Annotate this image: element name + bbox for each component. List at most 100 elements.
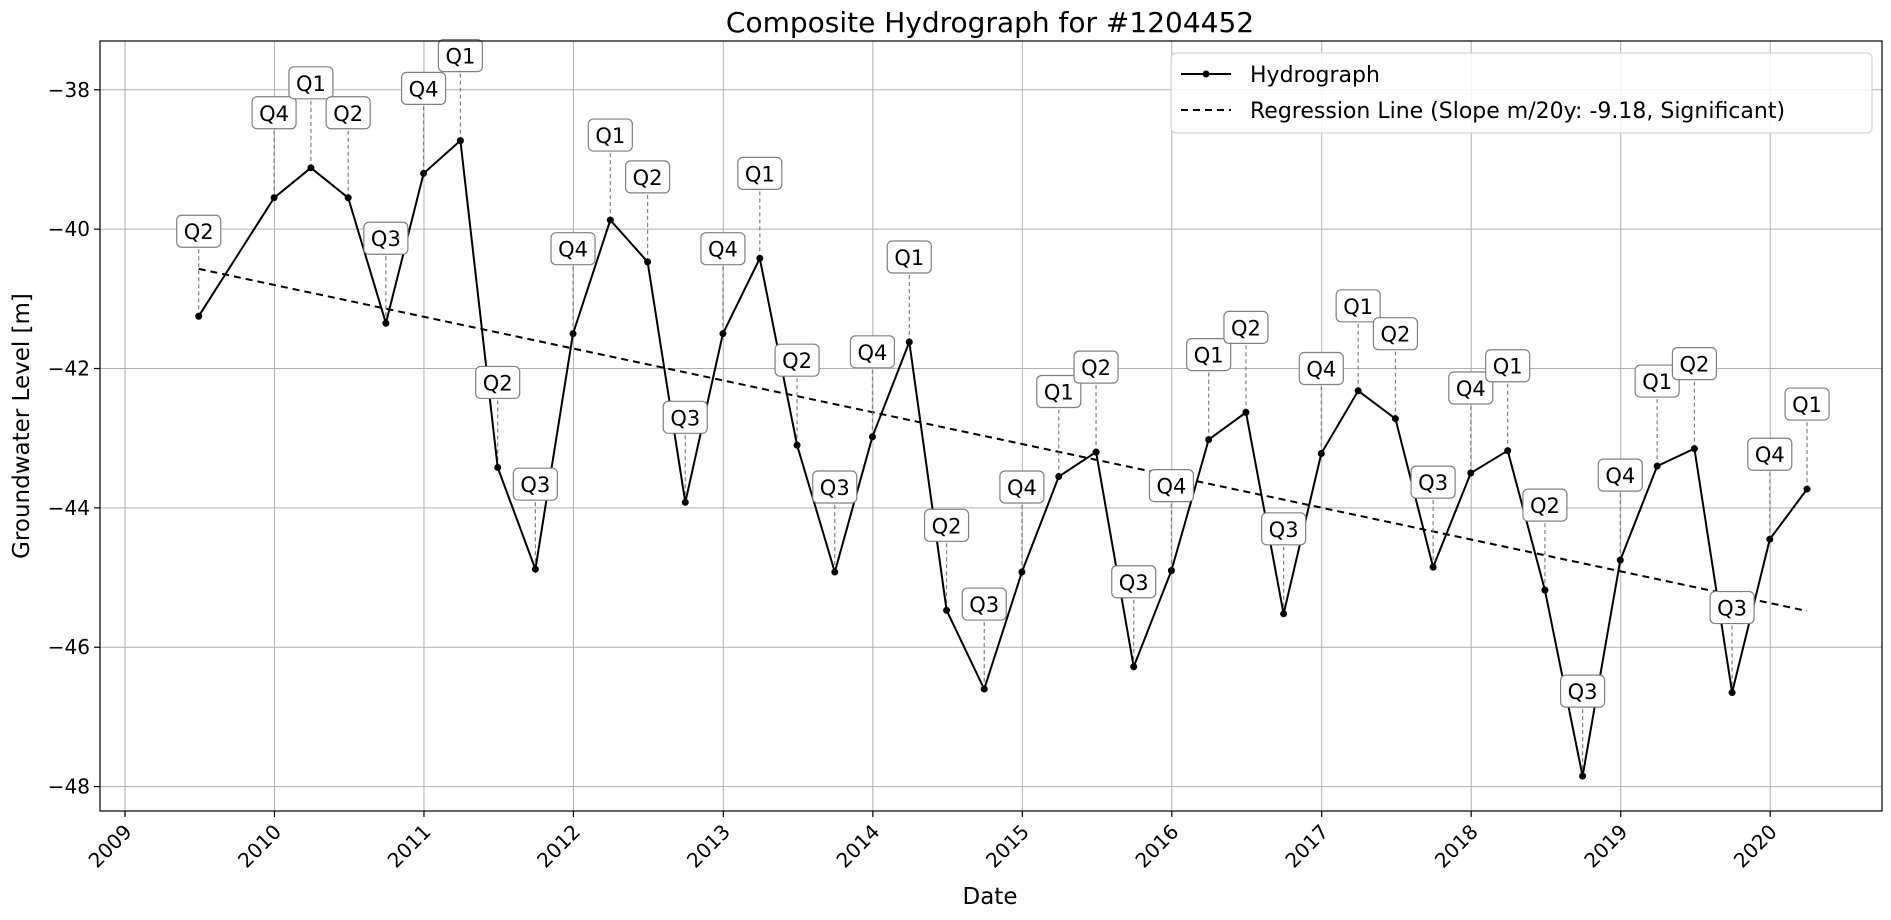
quarter-label: Q2 [184,220,214,244]
data-point [943,606,951,614]
quarter-label: Q4 [1007,476,1037,500]
data-point [1766,535,1774,543]
legend-hydrograph-marker [1202,70,1210,78]
data-point [1803,485,1811,493]
data-point [1579,772,1587,780]
quarter-label: Q3 [1119,571,1149,595]
quarter-label-box [437,39,484,73]
quarter-label-box [1634,364,1680,398]
data-point [531,565,539,573]
quarter-label-box [251,96,297,130]
legend-hydrograph-label: Hydrograph [1250,63,1380,88]
data-point [1541,586,1549,594]
quarter-label: Q2 [1231,316,1261,340]
quarter-label: Q4 [558,238,588,262]
quarter-label: Q4 [1605,464,1635,488]
y-tick-label: −38 [48,78,90,102]
quarter-label-box [176,214,222,248]
quarter-label-box [1597,458,1643,492]
data-point [1728,689,1736,697]
quarter-label-box [1148,468,1195,503]
data-point [1167,567,1175,575]
quarter-label: Q1 [1493,355,1523,379]
data-point [1391,415,1399,423]
data-point [344,194,352,202]
quarter-label-box [587,118,633,152]
quarter-label: Q4 [1306,358,1336,382]
plot-frame [99,40,1883,812]
quarter-stems [198,72,1808,777]
quarter-label-box [1709,590,1755,625]
quarter-label-box [1784,387,1830,421]
quarter-label-box [512,467,558,501]
data-point [1317,450,1325,458]
legend-box [1170,52,1873,134]
data-point [868,433,876,441]
data-point [307,164,315,172]
quarter-label-box [325,96,371,130]
quarter-label-box [1073,350,1119,384]
quarter-label: Q3 [1418,471,1448,495]
quarter-label: Q1 [296,72,326,96]
quarter-label-box [700,232,746,266]
chart-title: Composite Hydrograph for #1204452 [726,6,1254,39]
data-point [1653,462,1661,470]
data-point [1092,448,1100,456]
quarter-label: Q1 [894,246,924,270]
data-point [420,169,428,177]
data-point [1467,469,1475,477]
quarter-label: Q1 [1792,393,1822,417]
legend-regression-label: Regression Line (Slope m/20y: -9.18, Sig… [1250,99,1785,124]
quarter-label-box [1298,351,1344,386]
y-tick-label: −42 [48,357,90,381]
x-axis-title: Date [963,884,1018,910]
quarter-label: Q2 [782,349,812,373]
data-point [793,441,801,449]
data-point [1280,610,1288,618]
data-point [831,568,839,576]
quarter-label: Q4 [1156,475,1186,499]
data-point [1429,563,1437,571]
quarter-label: Q3 [820,476,850,500]
quarter-label: Q2 [1679,353,1709,377]
y-tick-label: −40 [48,217,90,241]
data-point [606,216,614,224]
data-point [644,258,652,266]
quarter-label: Q2 [333,102,363,126]
data-point [382,319,390,327]
quarter-label-box [624,160,671,194]
quarter-label-box [923,508,970,542]
quarter-label-box [1261,512,1307,546]
quarter-label: Q2 [633,166,663,190]
quarter-labels: Q2 Q4 Q1 Q2 Q3 Q4 Q1 Q2 Q3 Q4 Q1 Q2 Q3 Q4 Q1 Q2 Q3 Q4 Q1 Q2… [176,39,1830,708]
quarter-label: Q3 [1717,597,1747,621]
quarter-label: Q4 [708,238,738,262]
quarter-label-box [1223,310,1269,345]
quarter-label: Q1 [1642,370,1672,394]
quarter-label-box [774,343,820,377]
quarter-label-box [475,365,521,400]
data-point [1504,447,1512,455]
data-point [195,312,203,320]
quarter-label: Q3 [1269,518,1299,542]
quarter-label-box [1485,349,1531,383]
quarter-label: Q1 [1044,381,1074,405]
quarter-label-box [400,71,447,105]
quarter-label-box [999,470,1045,504]
quarter-label-box [737,156,783,191]
quarter-label-box [288,66,334,100]
quarter-label-box [1410,465,1456,499]
quarter-label: Q2 [1380,323,1410,347]
data-point [1616,556,1624,564]
data-point [980,685,988,693]
hydrograph-layer [195,137,1811,780]
data-point [569,330,577,338]
quarter-label: Q2 [1081,356,1111,380]
data-point [1055,473,1063,481]
quarter-label-box [961,587,1007,621]
quarter-label-box [1448,371,1494,405]
data-point [905,338,913,346]
quarter-label: Q3 [969,593,999,617]
